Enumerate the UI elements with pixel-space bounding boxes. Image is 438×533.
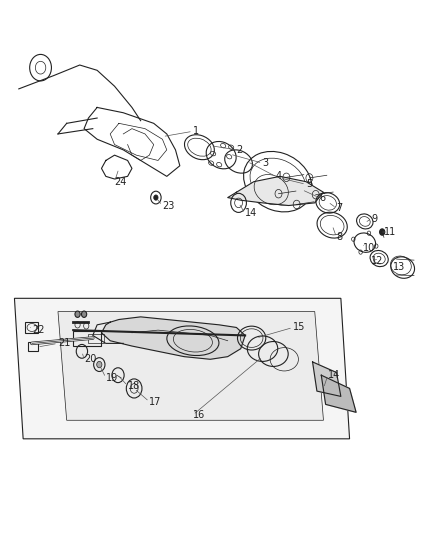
Circle shape [154, 195, 158, 200]
Text: 11: 11 [385, 227, 397, 237]
Polygon shape [14, 298, 350, 439]
Text: 6: 6 [319, 192, 325, 203]
Text: 8: 8 [336, 232, 343, 243]
Polygon shape [228, 176, 323, 206]
Text: 4: 4 [276, 172, 282, 181]
Polygon shape [58, 312, 323, 420]
Text: 18: 18 [127, 381, 140, 391]
Text: 5: 5 [306, 179, 312, 189]
Text: 10: 10 [363, 243, 375, 253]
Circle shape [81, 311, 87, 317]
Bar [25, 322, 39, 333]
Text: 22: 22 [32, 325, 44, 335]
Text: 20: 20 [84, 354, 96, 364]
Bar [73, 331, 102, 346]
Circle shape [75, 311, 80, 317]
Text: 12: 12 [371, 256, 384, 266]
Text: 21: 21 [58, 338, 71, 349]
Text: 19: 19 [106, 373, 118, 383]
Text: 23: 23 [162, 200, 175, 211]
Text: 15: 15 [293, 322, 305, 333]
Text: 1: 1 [193, 126, 199, 136]
Text: 2: 2 [237, 145, 243, 155]
Text: 14: 14 [328, 370, 340, 380]
Circle shape [380, 229, 385, 235]
Text: 7: 7 [336, 203, 343, 213]
Text: 9: 9 [371, 214, 378, 224]
Circle shape [97, 361, 102, 368]
Text: 13: 13 [393, 262, 405, 271]
Polygon shape [313, 362, 341, 397]
Text: 3: 3 [262, 158, 268, 168]
Bar [28, 342, 39, 351]
Bar [88, 334, 104, 343]
Text: 16: 16 [193, 410, 205, 420]
Text: 14: 14 [245, 208, 258, 219]
Text: 24: 24 [115, 176, 127, 187]
Text: 17: 17 [149, 397, 162, 407]
Polygon shape [102, 317, 245, 359]
Polygon shape [321, 375, 356, 413]
